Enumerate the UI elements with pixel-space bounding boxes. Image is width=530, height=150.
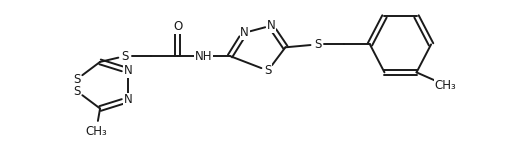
Text: N: N [240, 26, 249, 39]
Text: O: O [173, 20, 182, 33]
Text: S: S [73, 85, 81, 98]
Text: S: S [264, 64, 271, 77]
Text: CH₃: CH₃ [85, 125, 107, 138]
Text: N: N [267, 19, 275, 32]
Text: S: S [121, 50, 129, 63]
Text: S: S [73, 73, 81, 86]
Text: N: N [123, 93, 132, 106]
Text: CH₃: CH₃ [435, 79, 456, 92]
Text: NH: NH [195, 50, 213, 63]
Text: N: N [123, 64, 132, 77]
Text: S: S [314, 38, 321, 51]
